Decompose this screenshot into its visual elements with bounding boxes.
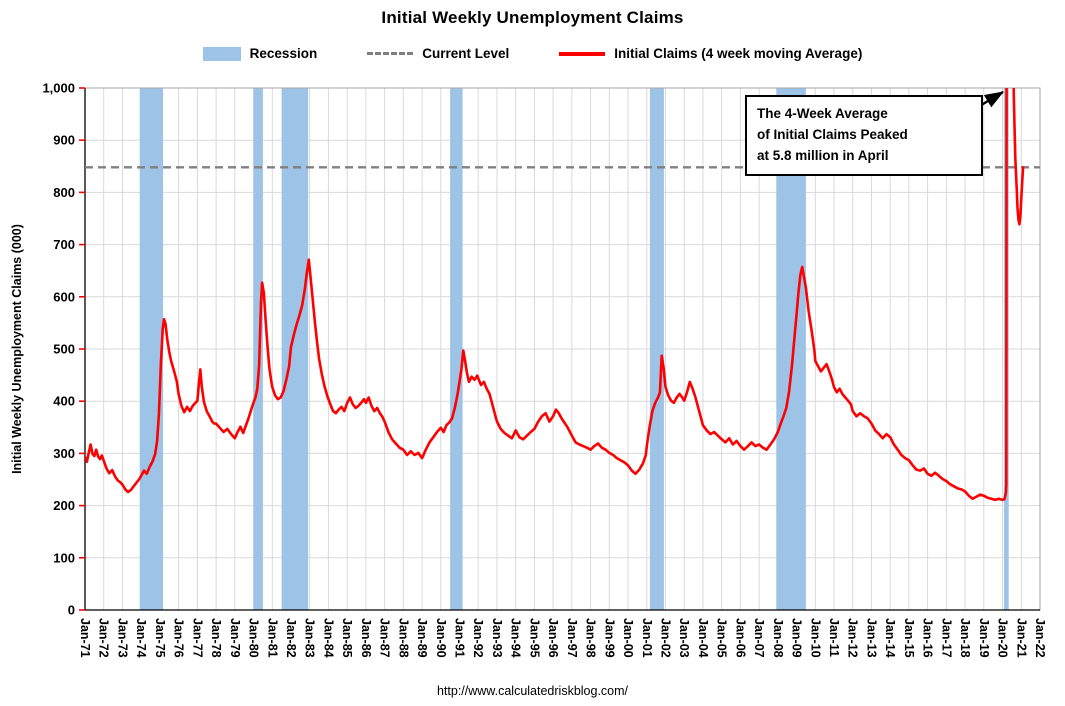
svg-text:900: 900: [53, 133, 75, 148]
svg-text:Jan-75: Jan-75: [153, 618, 167, 658]
svg-text:Jan-84: Jan-84: [321, 618, 335, 658]
x-axis-labels: Jan-71 Jan-72 Jan-73 Jan-74 Jan-75 Jan-76 Jan-…: [78, 618, 1047, 658]
svg-text:Jan-21: Jan-21: [1014, 618, 1028, 658]
svg-text:Jan-91: Jan-91: [453, 618, 467, 658]
legend-initial-claims-label: Initial Claims (4 week moving Average): [614, 46, 863, 61]
svg-text:Jan-86: Jan-86: [359, 618, 373, 658]
svg-text:Jan-90: Jan-90: [434, 618, 448, 658]
svg-text:Jan-16: Jan-16: [921, 618, 935, 658]
dashed-line-swatch-icon: [367, 52, 414, 55]
svg-text:Jan-18: Jan-18: [958, 618, 972, 658]
svg-text:Jan-13: Jan-13: [865, 618, 879, 658]
legend-item-recession: Recession: [202, 46, 318, 61]
recession-band: [253, 88, 263, 610]
svg-text:Jan-80: Jan-80: [247, 618, 261, 658]
svg-text:Jan-01: Jan-01: [640, 618, 654, 658]
svg-text:Jan-17: Jan-17: [939, 618, 953, 658]
svg-text:Jan-04: Jan-04: [696, 618, 710, 658]
red-line-swatch-icon: [559, 51, 606, 56]
svg-text:Jan-78: Jan-78: [209, 618, 223, 658]
svg-text:Jan-12: Jan-12: [846, 618, 860, 658]
svg-text:Jan-89: Jan-89: [415, 618, 429, 658]
source-url: http://www.calculatedriskblog.com/: [436, 684, 629, 698]
svg-text:Jan-74: Jan-74: [134, 618, 148, 658]
y-axis-ticks: [79, 87, 85, 611]
svg-text:Jan-88: Jan-88: [396, 618, 410, 658]
svg-text:Jan-20: Jan-20: [996, 618, 1010, 658]
initial-claims-series-line: [85, 88, 1025, 502]
svg-text:100: 100: [53, 550, 75, 565]
svg-text:300: 300: [53, 446, 75, 461]
svg-text:Jan-15: Jan-15: [902, 618, 916, 658]
svg-text:Jan-73: Jan-73: [116, 618, 130, 658]
svg-text:Jan-10: Jan-10: [808, 618, 822, 658]
svg-text:Jan-81: Jan-81: [265, 618, 279, 658]
svg-text:Jan-79: Jan-79: [228, 618, 242, 658]
y-axis-title: Initial Weekly Unemployment Claims (000): [10, 224, 24, 474]
svg-text:Jan-03: Jan-03: [677, 618, 691, 658]
svg-text:Jan-71: Jan-71: [78, 618, 92, 658]
annotation-line-2: of Initial Claims Peaked: [757, 126, 908, 142]
svg-text:Jan-14: Jan-14: [883, 618, 897, 658]
svg-text:1,000: 1,000: [42, 81, 75, 96]
svg-text:800: 800: [53, 185, 75, 200]
svg-text:Jan-92: Jan-92: [471, 618, 485, 658]
svg-text:200: 200: [53, 498, 75, 513]
svg-text:0: 0: [68, 603, 75, 618]
svg-text:Jan-97: Jan-97: [565, 618, 579, 658]
annotation-line-3: at 5.8 million in April: [757, 147, 889, 163]
svg-text:Jan-09: Jan-09: [790, 618, 804, 658]
svg-text:Jan-08: Jan-08: [771, 618, 785, 658]
svg-text:Jan-96: Jan-96: [546, 618, 560, 658]
svg-text:Jan-85: Jan-85: [340, 618, 354, 658]
svg-text:Jan-11: Jan-11: [827, 618, 841, 657]
svg-text:Jan-87: Jan-87: [378, 618, 392, 658]
svg-text:Jan-22: Jan-22: [1033, 618, 1047, 658]
legend-current-level-label: Current Level: [422, 46, 510, 61]
svg-text:Jan-72: Jan-72: [97, 618, 111, 658]
recession-bands: [139, 88, 1009, 610]
legend-item-initial-claims: Initial Claims (4 week moving Average): [559, 46, 862, 61]
svg-text:Jan-06: Jan-06: [733, 618, 747, 658]
svg-text:Jan-99: Jan-99: [602, 618, 616, 658]
annotation-line-1: The 4-Week Average: [757, 106, 888, 121]
legend: Recession Current Level Initial Claims (…: [0, 46, 1065, 61]
svg-text:Jan-02: Jan-02: [659, 618, 673, 658]
recession-swatch-icon: [202, 46, 241, 61]
annotation-box: The 4-Week Average of Initial Claims Pea…: [745, 95, 983, 176]
svg-text:Jan-00: Jan-00: [621, 618, 635, 658]
svg-text:Jan-76: Jan-76: [172, 618, 186, 658]
svg-text:400: 400: [53, 394, 75, 409]
recession-band: [649, 88, 664, 610]
recession-band: [450, 88, 463, 610]
svg-text:Jan-83: Jan-83: [303, 618, 317, 658]
svg-text:500: 500: [53, 342, 75, 357]
svg-text:Jan-07: Jan-07: [752, 618, 766, 658]
svg-text:Jan-05: Jan-05: [715, 618, 729, 658]
svg-text:Jan-82: Jan-82: [284, 618, 298, 658]
svg-text:Jan-19: Jan-19: [977, 618, 991, 658]
svg-text:Jan-98: Jan-98: [584, 618, 598, 658]
svg-text:Jan-93: Jan-93: [490, 618, 504, 658]
y-axis-labels: 0 100 200 300 400 500 600 700 800 900 1,000: [42, 81, 75, 618]
svg-text:Jan-94: Jan-94: [509, 618, 523, 658]
recession-band: [281, 88, 309, 610]
svg-text:600: 600: [53, 289, 75, 304]
svg-text:Jan-95: Jan-95: [527, 618, 541, 658]
legend-recession-label: Recession: [249, 46, 318, 61]
svg-text:700: 700: [53, 237, 75, 252]
svg-text:Jan-77: Jan-77: [190, 618, 204, 658]
recession-band: [139, 88, 164, 610]
chart-title: Initial Weekly Unemployment Claims: [381, 8, 684, 27]
legend-item-current-level: Current Level: [367, 46, 509, 61]
